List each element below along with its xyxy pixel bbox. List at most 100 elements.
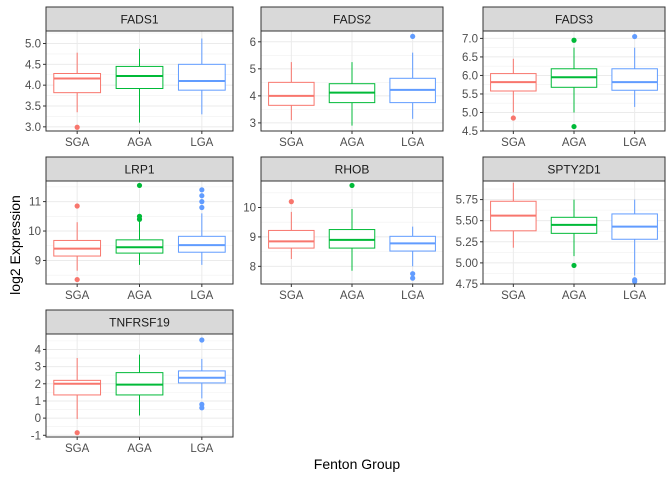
- outlier-point: [74, 276, 80, 283]
- iqr-box: [611, 68, 658, 91]
- y-tick-label: 2: [35, 379, 41, 391]
- y-tick-label: 5.5: [462, 89, 478, 101]
- x-tick-label-lga: LGA: [190, 137, 213, 149]
- y-tick-label: 5.25: [456, 237, 478, 249]
- x-tick-label-sga: SGA: [501, 290, 526, 302]
- outlier-point: [136, 182, 143, 189]
- outlier-point: [199, 337, 205, 343]
- y-tick-label: 10: [243, 202, 256, 214]
- x-tick-label-lga: LGA: [401, 137, 424, 149]
- y-tick-label: 5.75: [456, 195, 478, 207]
- outlier-point: [510, 115, 516, 121]
- y-tick-label: 3.0: [25, 122, 41, 134]
- box-lga: [177, 187, 226, 265]
- x-tick-label-lga: LGA: [623, 290, 646, 302]
- outlier-point: [571, 37, 577, 43]
- y-tick-label: 3: [250, 118, 256, 130]
- outlier-point: [410, 33, 416, 40]
- strip-fads1: [45, 6, 234, 32]
- y-tick-label: 5.00: [456, 258, 478, 270]
- outlier-point: [199, 193, 205, 199]
- outlier-point: [349, 182, 355, 189]
- x-tick-label-aga: AGA: [562, 290, 587, 302]
- y-axis-title: log2 Expression: [7, 195, 23, 295]
- x-tick-label-sga: SGA: [279, 137, 304, 149]
- x-tick-label-lga: LGA: [401, 290, 424, 302]
- x-tick-label-aga: AGA: [127, 137, 152, 149]
- x-axis-title: Fenton Group: [314, 456, 401, 472]
- x-tick-label-lga: LGA: [190, 443, 213, 455]
- box-aga: [550, 199, 598, 269]
- panel-fads1: FADS1 3.0 3.5 4.0 4.5 5.0 SGA AGA LGA: [25, 6, 234, 149]
- y-tick-label: 7.0: [462, 33, 478, 45]
- y-tick-label: 4.5: [25, 59, 41, 71]
- panel-title: TNFRSF19: [109, 316, 170, 330]
- outlier-point: [632, 278, 638, 285]
- x-tick-label-sga: SGA: [65, 443, 90, 455]
- outlier-point: [199, 405, 205, 411]
- y-tick-label: 6.0: [462, 70, 478, 82]
- outlier-point: [410, 275, 416, 281]
- x-tick-label-sga: SGA: [65, 137, 90, 149]
- box-aga: [328, 182, 376, 271]
- panel-title: SPTY2D1: [547, 163, 601, 177]
- y-tick-label: 4.75: [456, 279, 478, 291]
- y-tick-label: 11: [29, 197, 41, 209]
- y-tick-label: 6: [250, 37, 256, 49]
- box-sga: [53, 358, 102, 436]
- box-aga: [328, 62, 376, 126]
- y-tick-label: 6.5: [462, 52, 478, 64]
- y-tick-label: 4: [250, 91, 257, 103]
- x-tick-label-aga: AGA: [340, 137, 365, 149]
- x-tick-label-aga: AGA: [340, 290, 365, 302]
- y-tick-label: 10: [28, 226, 41, 238]
- y-tick-label: 4.5: [462, 126, 478, 138]
- y-tick-label: 5.0: [462, 107, 478, 119]
- panel-title: LRP1: [124, 163, 154, 177]
- outlier-point: [136, 213, 143, 219]
- box-lga: [611, 33, 658, 107]
- panel-grid: FADS1 3.0 3.5 4.0 4.5 5.0 SGA AGA LGA FADS2 3 4 5 6 SG…: [25, 6, 666, 455]
- y-tick-label: 5: [250, 64, 256, 76]
- outlier-point: [199, 187, 205, 193]
- y-tick-label: 9: [250, 232, 256, 244]
- panel-title: RHOB: [335, 163, 370, 177]
- outlier-point: [410, 271, 416, 277]
- outlier-point: [74, 124, 80, 130]
- outlier-point: [74, 203, 80, 209]
- outlier-point: [74, 430, 80, 436]
- y-tick-label: 8: [250, 261, 256, 273]
- box-sga: [268, 62, 315, 121]
- y-tick-label: 5.0: [25, 39, 41, 51]
- outlier-point: [571, 262, 577, 269]
- strip-lrp1: [45, 156, 234, 182]
- box-lga: [389, 226, 436, 281]
- strip-fads2: [260, 6, 444, 32]
- box-sga: [490, 182, 537, 248]
- outlier-point: [632, 33, 638, 40]
- y-tick-label: 9: [35, 255, 41, 267]
- iqr-box: [177, 63, 226, 91]
- box-sga: [490, 58, 537, 121]
- box-sga: [53, 52, 102, 130]
- y-tick-label: 4: [35, 344, 42, 356]
- panel-title: FADS2: [333, 13, 371, 27]
- outlier-point: [199, 199, 205, 205]
- outlier-point: [571, 123, 577, 130]
- iqr-box: [53, 73, 102, 94]
- panel-fads3: FADS3 4.5 5.0 5.5 6.0 6.5 7.0 SGA AGA LGA: [462, 6, 666, 149]
- box-aga: [115, 48, 164, 123]
- outlier-point: [199, 204, 205, 211]
- iqr-box: [53, 379, 102, 396]
- iqr-box: [268, 229, 315, 249]
- iqr-box: [268, 81, 315, 106]
- box-lga: [177, 38, 226, 115]
- box-sga: [268, 199, 315, 259]
- strip-tnfrsf19: [45, 309, 234, 335]
- x-tick-label-lga: LGA: [190, 290, 213, 302]
- box-lga: [177, 337, 226, 411]
- y-tick-label: 0: [35, 413, 41, 425]
- y-tick-label: 5.50: [456, 216, 478, 228]
- x-tick-label-sga: SGA: [65, 290, 90, 302]
